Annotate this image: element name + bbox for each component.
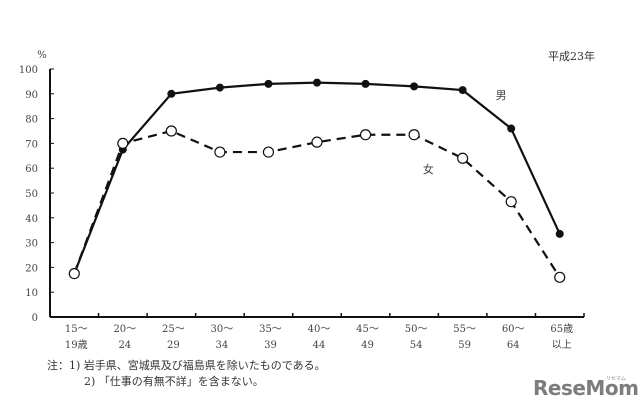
- data-point-female: [457, 152, 469, 164]
- resemom-logo-sub: リセマム: [606, 376, 627, 382]
- year-label: 平成23年: [548, 50, 595, 63]
- data-point-male: [361, 79, 370, 88]
- y-tick-label: 90: [25, 90, 38, 101]
- y-tick-label: 40: [25, 214, 38, 225]
- footnote-1: 注：1) 岩手県、宮城県及び福島県を除いたものである。: [47, 359, 326, 372]
- x-tick-label: 50～: [405, 324, 428, 335]
- series-line-male: [73, 81, 561, 275]
- x-tick-label: 49: [361, 340, 374, 351]
- y-tick-label: 0: [32, 313, 38, 324]
- data-point-male: [215, 83, 224, 92]
- data-point-male: [410, 82, 419, 91]
- y-axis-unit: %: [37, 50, 47, 61]
- y-tick-label: 50: [25, 189, 38, 200]
- data-point-male: [313, 78, 321, 87]
- x-tick-label: 25～: [162, 324, 185, 335]
- data-point-female: [214, 146, 226, 158]
- data-point-male: [167, 89, 176, 98]
- y-tick-label: 20: [25, 263, 38, 274]
- series-label-female: 女: [423, 162, 434, 176]
- x-tick-label: 30～: [211, 324, 234, 335]
- x-tick-label: 40～: [308, 324, 331, 335]
- data-point-male: [555, 229, 564, 238]
- y-tick-label: 100: [19, 65, 38, 76]
- resemom-logo: ReseMom: [533, 376, 639, 400]
- x-tick-label: 19歳: [65, 339, 88, 351]
- x-tick-label: 以上: [552, 339, 572, 351]
- y-tick-label: 10: [25, 288, 38, 299]
- data-point-female: [311, 136, 323, 148]
- footnotes: 注：1) 岩手県、宮城県及び福島県を除いたものである。 2) 「仕事の有無不詳」…: [47, 358, 326, 390]
- x-tick-label: 65歳: [550, 323, 573, 335]
- data-point-female: [554, 271, 566, 283]
- x-tick-label: 24: [118, 340, 131, 351]
- x-tick-label: 34: [216, 340, 229, 351]
- data-point-female: [505, 196, 517, 208]
- x-tick-label: 35～: [259, 324, 282, 335]
- data-point-female: [262, 146, 275, 158]
- data-point-female: [68, 268, 80, 280]
- x-tick-label: 39: [264, 340, 277, 351]
- series-line-female: [73, 129, 561, 278]
- series-label-male: 男: [496, 89, 507, 102]
- data-point-female: [408, 129, 420, 141]
- footnote-2: 2) 「仕事の有無不詳」を含まない。: [84, 375, 264, 388]
- x-tick-label: 45～: [356, 324, 379, 335]
- data-point-female: [117, 137, 129, 149]
- x-tick-label: 59: [458, 340, 471, 351]
- y-tick-label: 70: [25, 139, 38, 150]
- y-tick-label: 80: [25, 115, 38, 126]
- x-tick-label: 55～: [453, 324, 476, 335]
- x-tick-label: 64: [507, 340, 520, 351]
- x-tick-label: 20～: [113, 324, 136, 335]
- x-tick-label: 60～: [502, 324, 525, 335]
- data-point-male: [458, 86, 467, 95]
- data-point-male: [507, 124, 516, 133]
- data-point-female: [165, 125, 177, 137]
- y-tick-label: 30: [25, 239, 38, 250]
- x-tick-label: 54: [410, 340, 423, 351]
- data-point-male: [264, 79, 273, 88]
- x-tick-label: 29: [167, 340, 180, 351]
- data-point-female: [359, 129, 372, 141]
- x-tick-label: 44: [313, 340, 326, 351]
- y-tick-label: 60: [25, 164, 38, 175]
- x-tick-label: 15～: [65, 324, 88, 335]
